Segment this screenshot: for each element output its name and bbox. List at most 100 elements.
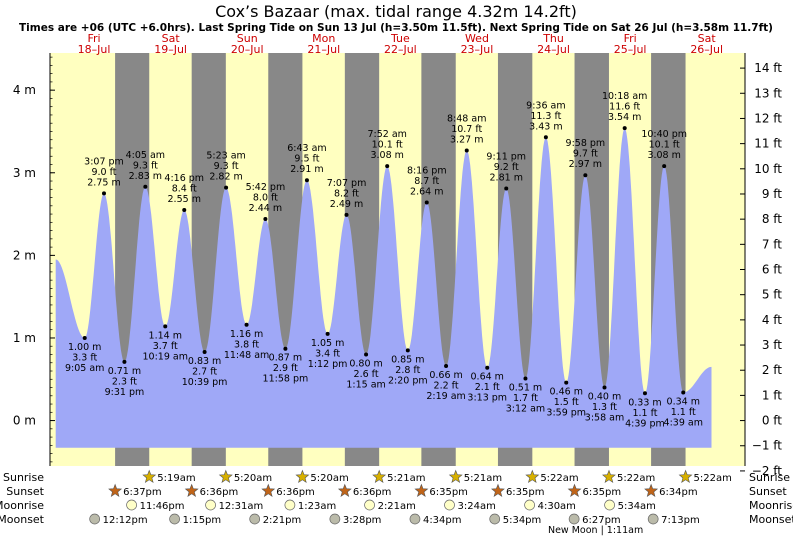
right-tick-label: 8 ft xyxy=(762,212,782,226)
low-tide-point xyxy=(122,359,127,364)
low-tide-point xyxy=(82,335,87,340)
sunrise-row-label-right: Sunrise xyxy=(749,471,790,484)
low-tide-label: 1:15 am xyxy=(346,379,385,390)
high-tide-label: 2.49 m xyxy=(330,199,363,210)
day-name-label: Sat xyxy=(698,32,717,45)
moonset-row-label-left: Moonset xyxy=(0,513,45,526)
moonset-time: 7:13pm xyxy=(661,515,700,526)
sunset-row-label-left: Sunset xyxy=(6,485,44,498)
low-tide-point xyxy=(564,380,569,385)
high-tide-label: 2.55 m xyxy=(168,194,201,205)
low-tide-label: 1:12 pm xyxy=(308,359,348,370)
high-tide-label: 9:36 am xyxy=(526,100,565,111)
low-tide-label: 1.1 ft xyxy=(671,407,696,418)
right-tick-label: 7 ft xyxy=(762,237,782,251)
moonrise-icon xyxy=(604,499,615,511)
low-tide-label: 2.2 ft xyxy=(434,381,459,392)
sunrise-time: 5:20am xyxy=(234,473,272,484)
high-tide-label: 2.81 m xyxy=(490,172,523,183)
moonrise-time: 5:34am xyxy=(618,501,656,512)
low-tide-label: 0.66 m xyxy=(429,370,462,381)
high-tide-label: 9.3 ft xyxy=(214,161,239,172)
left-tick-label: 3 m xyxy=(13,166,36,180)
right-tick-label: 5 ft xyxy=(762,288,782,302)
high-tide-label: 8.4 ft xyxy=(172,183,197,194)
low-tide-label: 0.80 m xyxy=(349,358,382,369)
high-tide-label: 8.7 ft xyxy=(414,176,439,187)
sunset-icon xyxy=(261,483,276,497)
right-tick-label: −2 ft xyxy=(752,464,783,478)
low-tide-label: 1.1 ft xyxy=(632,408,657,419)
high-tide-label: 2.91 m xyxy=(290,164,323,175)
sunrise-time: 5:21am xyxy=(387,473,425,484)
right-tick-label: 11 ft xyxy=(754,137,782,151)
high-tide-label: 11.3 ft xyxy=(530,111,561,122)
right-tick-label: 6 ft xyxy=(762,263,782,277)
low-tide-label: 1.05 m xyxy=(311,338,344,349)
low-tide-label: 1.14 m xyxy=(149,330,182,341)
high-tide-point xyxy=(304,178,309,183)
day-name-label: Sat xyxy=(162,32,181,45)
high-tide-label: 3.27 m xyxy=(450,134,483,145)
sunset-time: 6:36pm xyxy=(353,487,392,498)
low-tide-label: 0.51 m xyxy=(509,382,542,393)
sunset-icon xyxy=(491,483,505,497)
low-tide-label: 0.33 m xyxy=(628,397,661,408)
high-tide-label: 10.1 ft xyxy=(649,140,680,151)
low-tide-label: 1.3 ft xyxy=(592,402,617,413)
low-tide-label: 9:31 pm xyxy=(105,387,145,398)
moonset-icon xyxy=(568,513,580,525)
high-tide-point xyxy=(504,186,509,191)
chart-title: Cox’s Bazaar (max. tidal range 4.32m 14.… xyxy=(215,2,577,21)
high-tide-label: 3.08 m xyxy=(647,150,680,161)
low-tide-label: 0.40 m xyxy=(588,392,621,403)
moonrise-icon xyxy=(524,499,535,511)
right-tick-label: 13 ft xyxy=(754,86,782,100)
sunrise-icon xyxy=(218,469,233,483)
low-tide-label: 1.7 ft xyxy=(513,393,538,404)
sunrise-time: 5:21am xyxy=(464,473,502,484)
sunrise-time: 5:22am xyxy=(617,473,655,484)
sunset-icon xyxy=(108,483,123,497)
high-tide-label: 5:23 am xyxy=(206,151,245,162)
low-tide-point xyxy=(244,322,249,327)
low-tide-label: 4:39 pm xyxy=(625,418,665,429)
high-tide-label: 10:18 am xyxy=(602,91,647,102)
high-tide-label: 9.3 ft xyxy=(133,160,158,171)
high-tide-label: 2.44 m xyxy=(249,203,282,214)
high-tide-label: 5:42 pm xyxy=(246,182,286,193)
sunset-time: 6:36pm xyxy=(200,487,239,498)
high-tide-point xyxy=(224,185,229,190)
low-tide-label: 3:58 am xyxy=(585,413,624,424)
low-tide-label: 11:48 am xyxy=(224,350,269,361)
low-tide-point xyxy=(523,376,528,381)
high-tide-label: 9:58 pm xyxy=(566,138,606,149)
low-tide-label: 2.9 ft xyxy=(273,363,298,374)
left-tick-label: 0 m xyxy=(13,414,36,428)
right-tick-label: 4 ft xyxy=(762,313,782,327)
low-tide-label: 0.46 m xyxy=(550,387,583,398)
sunset-time: 6:35pm xyxy=(506,487,545,498)
sunrise-icon xyxy=(295,469,310,483)
sunset-time: 6:37pm xyxy=(123,487,162,498)
left-tick-label: 4 m xyxy=(13,83,36,97)
right-tick-label: 1 ft xyxy=(762,388,782,402)
high-tide-point xyxy=(182,207,187,212)
low-tide-point xyxy=(163,324,168,329)
right-tick-label: 3 ft xyxy=(762,338,782,352)
sunset-time: 6:35pm xyxy=(583,487,622,498)
low-tide-point xyxy=(444,364,449,369)
high-tide-point xyxy=(344,212,349,217)
high-tide-label: 2.64 m xyxy=(410,187,443,198)
moonset-time: 2:21pm xyxy=(263,515,302,526)
high-tide-label: 9.0 ft xyxy=(91,167,116,178)
right-tick-label: 10 ft xyxy=(754,162,782,176)
day-date-label: 19–Jul xyxy=(154,43,187,56)
moonrise-time: 1:23am xyxy=(298,501,336,512)
high-tide-label: 2.83 m xyxy=(129,171,162,182)
moonset-time: 4:34pm xyxy=(423,515,462,526)
low-tide-point xyxy=(405,348,410,353)
high-tide-label: 7:52 am xyxy=(367,129,406,140)
high-tide-label: 2.82 m xyxy=(209,172,242,183)
